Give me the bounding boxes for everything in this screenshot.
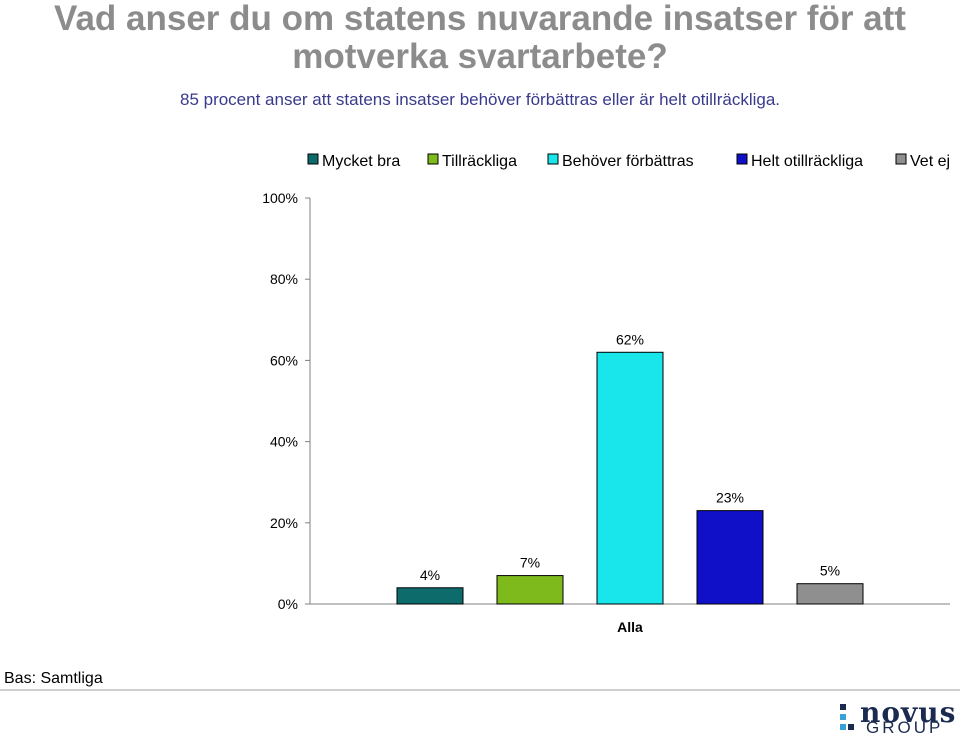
logo-mark-icon	[840, 704, 854, 730]
bar	[496, 575, 564, 605]
y-tick-label: 0%	[278, 596, 298, 612]
data-label: 7%	[520, 555, 540, 571]
y-tick-label: 40%	[270, 434, 298, 450]
legend-label: Behöver förbättras	[562, 153, 694, 170]
chart-title-line-2: motverka svartarbete?	[292, 37, 668, 76]
chart-subtitle: 85 procent anser att statens insatser be…	[179, 90, 781, 109]
bar	[696, 510, 764, 605]
base-label: Bas: Samtliga	[4, 670, 103, 687]
legend-label: Mycket bra	[322, 153, 400, 170]
novus-logo: novus GROUP	[838, 696, 955, 738]
bar	[796, 583, 864, 605]
data-label: 62%	[616, 331, 644, 347]
bar-chart: 0% 20% 40% 60% 80% 100% 4% 7% 62% 23% 5% Alla Mycket…	[262, 153, 950, 635]
data-label: 4%	[420, 567, 440, 583]
legend-label: Tillräckliga	[442, 153, 517, 170]
bar	[396, 587, 464, 605]
logo-group-text: GROUP	[866, 718, 944, 737]
legend-swatch	[427, 153, 439, 165]
logo-wordmark: novus	[860, 696, 957, 729]
y-tick-label: 20%	[270, 515, 298, 531]
legend-swatch	[736, 153, 748, 165]
bar	[596, 351, 664, 605]
footer-divider	[0, 689, 960, 691]
y-tick-label: 80%	[270, 271, 298, 287]
legend-swatch	[547, 153, 559, 165]
data-label: 5%	[820, 563, 840, 579]
legend-swatch	[307, 153, 319, 165]
chart-title-line-1: Vad anser du om statens nuvarande insats…	[54, 0, 906, 38]
data-label: 23%	[716, 490, 744, 506]
legend-label: Helt otillräckliga	[751, 153, 863, 170]
x-tick-label: Alla	[617, 619, 643, 635]
y-tick-label: 100%	[262, 190, 298, 206]
legend-label: Vet ej	[910, 153, 950, 170]
y-tick-label: 60%	[270, 352, 298, 368]
legend-swatch	[895, 153, 907, 165]
chart-title: Vad anser du om statens nuvarande insats…	[0, 0, 960, 76]
